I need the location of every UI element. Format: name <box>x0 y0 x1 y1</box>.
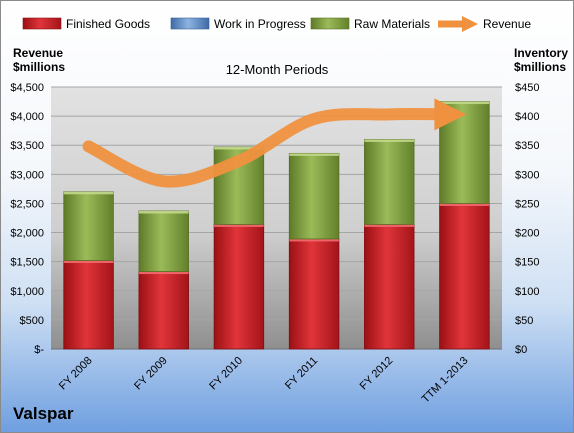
right-tick-label: $350 <box>515 140 539 152</box>
bar-raw-materials-cap <box>214 146 264 150</box>
legend-swatch-work-in-progress <box>170 17 210 30</box>
left-axis-title-line1: Revenue <box>13 46 63 60</box>
bar-finished-goods-cap <box>63 260 114 264</box>
legend-label-finished-goods: Finished Goods <box>66 17 150 31</box>
legend-label-raw-materials: Raw Materials <box>354 17 430 31</box>
left-tick-label: $3,000 <box>10 169 44 181</box>
bar-finished-goods <box>364 224 415 350</box>
left-tick-label: $4,500 <box>10 82 44 94</box>
bar-finished-goods <box>439 203 490 350</box>
legend-label-revenue: Revenue <box>483 17 531 31</box>
bars-layer <box>63 101 490 350</box>
bar-finished-goods-cap <box>138 271 189 275</box>
bar-raw-materials <box>63 191 114 261</box>
bar-finished-goods <box>138 271 189 350</box>
revenue-arrowhead <box>434 98 467 131</box>
x-tick-label: FY 2010 <box>207 355 245 393</box>
x-axis-ticks: FY 2008 FY 2009 FY 2010 FY 2011 FY 2012 TTM 1… <box>57 355 471 406</box>
right-tick-label: $400 <box>515 111 539 123</box>
right-tick-label: $100 <box>515 286 539 298</box>
left-tick-label: $500 <box>20 315 44 327</box>
bar-finished-goods <box>63 260 114 350</box>
bar-raw-materials <box>288 152 340 240</box>
bar-raw-materials-cap <box>138 211 189 214</box>
bar-finished-goods <box>288 238 340 350</box>
right-axis-title-line1: Inventory <box>514 46 568 60</box>
bar-finished-goods-cap <box>289 238 339 242</box>
bar-raw-materials-cap <box>63 191 114 195</box>
revenue-line-layer <box>82 98 467 188</box>
x-tick-label: FY 2012 <box>358 355 396 393</box>
x-tick-label: FY 2008 <box>57 355 95 393</box>
chart-subtitle: 12-Month Periods <box>226 62 329 77</box>
bar-raw-materials <box>364 138 415 225</box>
left-tick-label: $4,000 <box>10 111 44 123</box>
right-tick-label: $0 <box>515 344 527 356</box>
left-tick-label: $3,500 <box>10 140 44 152</box>
plot-area <box>51 87 502 349</box>
bar-finished-goods-cap <box>214 224 264 227</box>
x-tick-label: FY 2009 <box>132 355 170 393</box>
left-axis-title-line2: $millions <box>13 60 65 74</box>
left-tick-label: $2,500 <box>10 198 44 210</box>
bar-finished-goods-cap <box>364 224 415 227</box>
bar-finished-goods-cap <box>439 203 490 206</box>
bar-finished-goods <box>213 224 265 350</box>
bar-raw-materials-cap <box>439 101 490 105</box>
x-tick-label: FY 2011 <box>283 355 320 392</box>
company-name: Valspar <box>13 404 74 423</box>
legend-swatch-raw-materials <box>310 17 350 30</box>
right-tick-label: $50 <box>515 315 533 327</box>
x-tick-label: TTM 1-2013 <box>420 355 471 406</box>
right-tick-label: $200 <box>515 228 539 240</box>
legend-label-work-in-progress: Work in Progress <box>214 17 306 31</box>
right-tick-label: $450 <box>515 82 539 94</box>
legend-swatch-finished-goods <box>22 17 62 30</box>
bar-raw-materials <box>138 210 189 272</box>
right-tick-label: $250 <box>515 198 539 210</box>
right-axis-ticks: $0 $50 $100 $150 $200 $250 $300 $350 $400 $450 <box>515 82 539 356</box>
right-axis-title-line2: $millions <box>514 60 566 74</box>
bar-raw-materials-cap <box>364 139 415 142</box>
left-tick-label: $1,000 <box>10 286 44 298</box>
legend-revenue-arrow <box>462 16 478 32</box>
revenue-line <box>82 108 453 188</box>
bar-raw-materials-cap <box>289 153 339 156</box>
right-tick-label: $150 <box>515 257 539 269</box>
left-tick-label: $- <box>34 344 44 356</box>
left-axis-ticks: $- $500 $1,000 $1,500 $2,000 $2,500 $3,000 $3,5… <box>10 82 44 356</box>
right-tick-label: $300 <box>515 169 539 181</box>
left-tick-label: $1,500 <box>10 257 44 269</box>
left-tick-label: $2,000 <box>10 228 44 240</box>
legend: Finished Goods Work in Progress Raw Mate… <box>22 16 531 32</box>
